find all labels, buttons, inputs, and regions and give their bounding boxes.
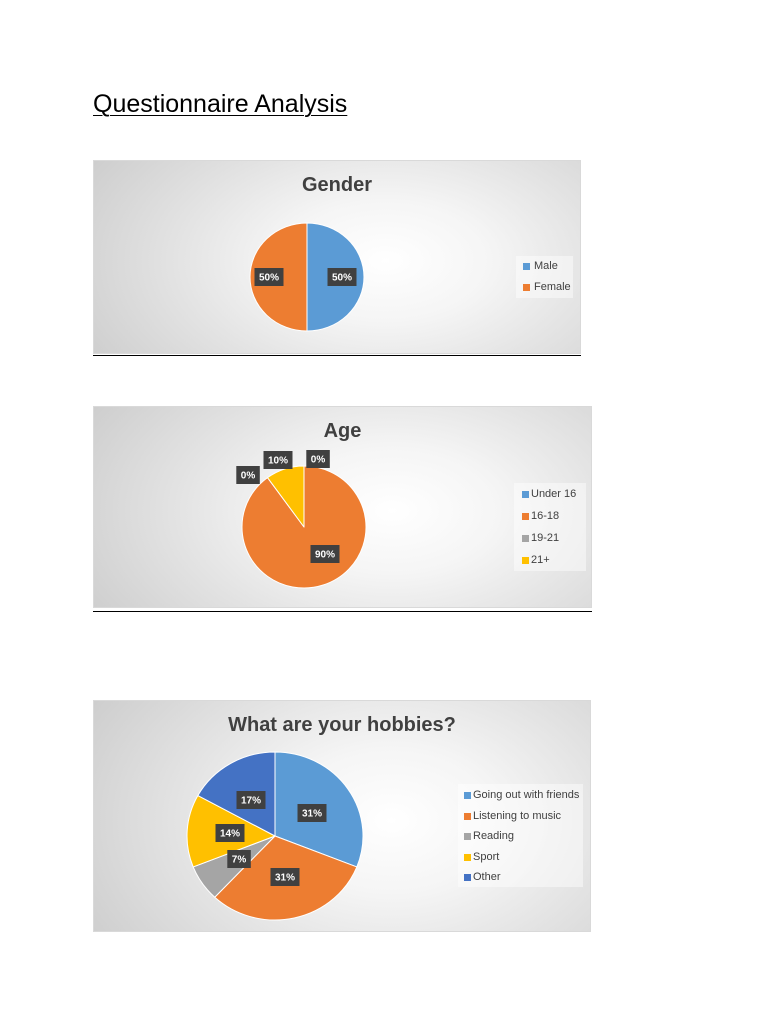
data-label-background xyxy=(263,451,293,469)
data-labels: 50% 50% xyxy=(254,268,357,286)
legend-label: Under 16 xyxy=(531,488,577,500)
legend-label: 21+ xyxy=(531,554,550,566)
data-label-under-16: 0% xyxy=(306,450,330,468)
data-label-listening-to-music: 31% xyxy=(270,868,300,886)
data-label-background xyxy=(215,824,245,842)
legend-item-male: Male xyxy=(516,259,573,273)
age-pie-chart: Age 0% 90% 0% 10% Under 16 16-18 19-21 21+ xyxy=(93,406,592,608)
data-labels: 0% 90% 0% 10% xyxy=(236,450,340,563)
legend-label: Male xyxy=(534,260,558,272)
chart-title: Age xyxy=(323,420,362,442)
legend-item-19-21: 19-21 xyxy=(514,531,586,545)
data-label-19-21: 0% xyxy=(236,466,260,484)
legend-swatch xyxy=(464,792,471,799)
legend-item-reading: Reading xyxy=(458,829,583,843)
chart-legend: Under 16 16-18 19-21 21+ xyxy=(514,483,586,571)
legend-item-listening-to-music: Listening to music xyxy=(458,809,583,823)
legend-label: Other xyxy=(473,871,501,883)
legend-swatch xyxy=(464,874,471,881)
legend-item-21: 21+ xyxy=(514,553,586,567)
pie-plot-area: 0% 90% 0% 10% xyxy=(236,450,367,589)
legend-swatch xyxy=(523,263,530,270)
data-label-text: 31% xyxy=(275,873,295,884)
legend-swatch xyxy=(522,491,529,498)
data-label-background xyxy=(236,791,266,809)
data-label-background xyxy=(306,450,330,468)
data-label-sport: 14% xyxy=(215,824,245,842)
data-label-background xyxy=(227,850,251,868)
separator-line xyxy=(93,355,581,356)
data-label-background xyxy=(310,545,340,563)
document-title: Questionnaire Analysis xyxy=(93,90,348,118)
legend-swatch xyxy=(464,853,471,861)
legend-item-other: Other xyxy=(458,870,583,884)
legend-item-under-16: Under 16 xyxy=(514,487,586,501)
data-label-background xyxy=(297,804,327,822)
data-label-text: 17% xyxy=(241,796,261,807)
separator-line xyxy=(93,611,592,612)
data-label-reading: 7% xyxy=(227,850,251,868)
legend-item-sport: Sport xyxy=(458,850,583,864)
data-label-male: 50% xyxy=(327,268,357,286)
legend-label: 19-21 xyxy=(531,532,560,544)
chart-legend: Male Female xyxy=(516,256,573,298)
hobbies-pie-chart: What are your hobbies? 31% 31% 7% 14% 17% Go… xyxy=(93,700,591,932)
data-label-female: 50% xyxy=(254,268,284,286)
legend-label: Listening to music xyxy=(473,809,562,822)
legend-label: Female xyxy=(534,281,571,293)
data-label-text: 10% xyxy=(268,456,288,467)
pie-slices xyxy=(186,751,364,921)
legend-label: Sport xyxy=(473,850,500,863)
pie-plot-area: 31% 31% 7% 14% 17% xyxy=(186,751,364,921)
pie-slices xyxy=(241,465,367,589)
legend-swatch xyxy=(522,535,529,542)
legend-swatch xyxy=(464,833,471,840)
legend-item-16-18: 16-18 xyxy=(514,509,586,523)
data-label-background xyxy=(327,268,357,286)
data-label-21: 10% xyxy=(263,451,293,469)
data-label-text: 14% xyxy=(220,829,240,840)
data-label-text: 50% xyxy=(332,273,352,284)
data-label-text: 31% xyxy=(302,809,322,820)
legend-item-going-out-with-friends: Going out with friends xyxy=(458,788,583,802)
data-label-text: 0% xyxy=(241,471,256,482)
data-label-16-18: 90% xyxy=(310,545,340,563)
chart-legend: Going out with friends Listening to music… xyxy=(458,784,583,887)
legend-swatch xyxy=(522,513,529,520)
data-label-other: 17% xyxy=(236,791,266,809)
chart-title: Gender xyxy=(301,174,373,196)
legend-label: Going out with friends xyxy=(473,789,580,801)
legend-item-female: Female xyxy=(516,280,573,294)
data-label-text: 7% xyxy=(232,855,247,866)
pie-slice-other xyxy=(197,751,276,837)
legend-swatch xyxy=(522,557,529,564)
data-label-text: 50% xyxy=(259,273,279,284)
data-label-background xyxy=(236,466,260,484)
data-label-text: 0% xyxy=(311,455,326,466)
pie-plot-area: 50% 50% xyxy=(249,222,365,332)
data-label-background xyxy=(270,868,300,886)
data-label-background xyxy=(254,268,284,286)
data-label-going-out-with-friends: 31% xyxy=(297,804,327,822)
legend-label: 16-18 xyxy=(531,510,560,522)
data-label-text: 90% xyxy=(315,550,335,561)
data-labels: 31% 31% 7% 14% 17% xyxy=(215,791,327,886)
chart-title: What are your hobbies? xyxy=(228,714,456,736)
legend-swatch xyxy=(464,812,471,820)
gender-pie-chart: Gender 50% 50% Male Female xyxy=(93,160,581,354)
legend-label: Reading xyxy=(473,830,514,842)
legend-swatch xyxy=(523,284,530,291)
